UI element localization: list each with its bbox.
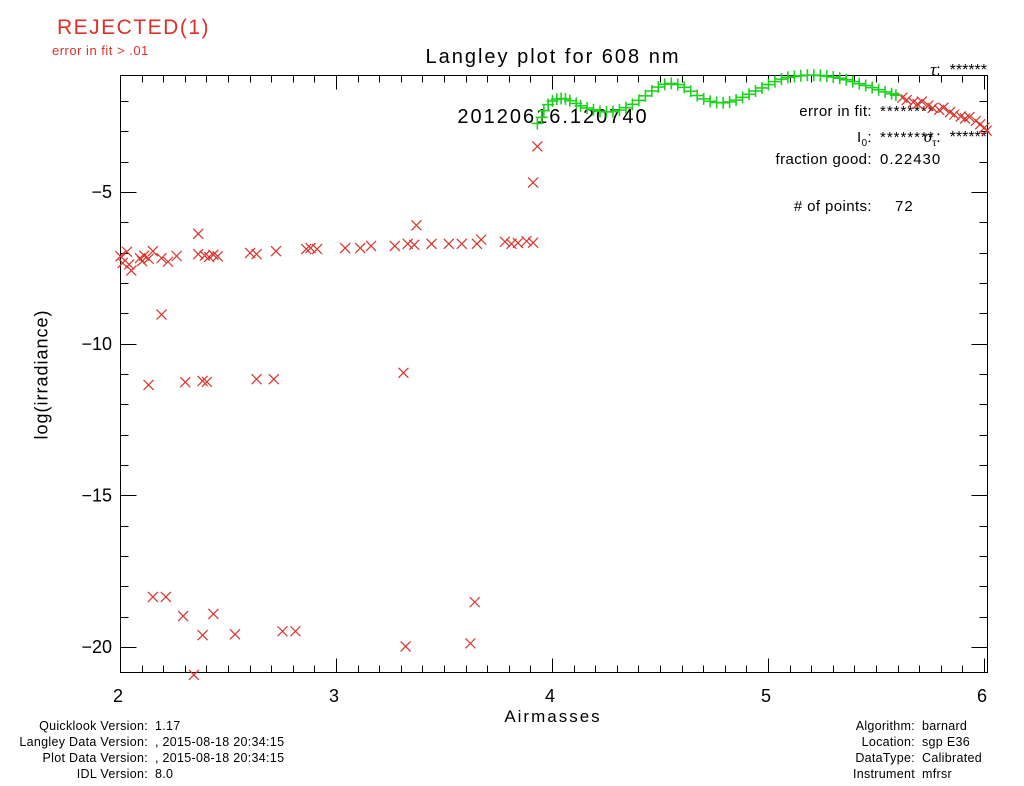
- sigma-symbol: σ: [923, 127, 933, 146]
- rejected-reason-label: error in fit > .01: [52, 43, 149, 58]
- instrument-label: Instrument: [852, 767, 915, 781]
- algorithm-value: barnard: [922, 719, 968, 733]
- quicklook-version-label: Quicklook Version:: [39, 719, 148, 733]
- svg-text:−10: −10: [81, 334, 112, 354]
- datatype-row: DataType: Calibrated: [0, 750, 1024, 766]
- plot-title: Langley plot for 608 nm 20120616.120740: [253, 10, 853, 165]
- idl-version-row: IDL Version: 8.0: [0, 766, 1024, 782]
- sigma-tau-row: στ: ******: [924, 126, 987, 155]
- sigma-tau-value: ******: [949, 129, 987, 146]
- svg-text:−15: −15: [81, 485, 112, 505]
- algorithm-row: Algorithm: barnard: [0, 718, 1024, 734]
- i0-label: I0:: [857, 129, 872, 149]
- quicklook-version-value: 1.17: [155, 719, 181, 733]
- rejected-points-series: [115, 92, 993, 681]
- algorithm-label: Algorithm:: [855, 719, 915, 733]
- tau-value: ******: [949, 62, 987, 79]
- svg-text:−20: −20: [81, 637, 112, 657]
- svg-text:6: 6: [977, 686, 987, 706]
- y-axis-title: log(irradiance): [31, 309, 52, 440]
- langley-data-version-row: Langley Data Version: , 2015-08-18 20:34…: [0, 734, 1024, 750]
- tau-symbol: τ: [930, 60, 937, 79]
- instrument-value: mfrsr: [922, 767, 952, 781]
- plot-data-version-row: Plot Data Version: , 2015-08-18 20:34:15: [0, 750, 1024, 766]
- plot-title-line2: 20120616.120740: [457, 106, 649, 128]
- instrument-row: Instrument mfrsr: [0, 766, 1024, 782]
- num-points-value: 72: [895, 198, 914, 215]
- svg-text:5: 5: [761, 686, 771, 706]
- location-label: Location:: [861, 735, 915, 749]
- quicklook-version-row: Quicklook Version: 1.17: [0, 718, 1024, 734]
- idl-version-label: IDL Version:: [76, 767, 148, 781]
- svg-text:2: 2: [113, 686, 123, 706]
- x-axis-title: Airmasses: [504, 707, 602, 726]
- location-row: Location: sgp E36: [0, 734, 1024, 750]
- plot-title-line1: Langley plot for 608 nm: [425, 46, 681, 68]
- datatype-label: DataType:: [855, 751, 915, 765]
- svg-text:3: 3: [329, 686, 339, 706]
- y-tick-labels: −5−10−15−20: [81, 182, 112, 657]
- svg-text:4: 4: [545, 686, 555, 706]
- i0-label-colon: :: [867, 129, 872, 146]
- sigma-colon: :: [936, 129, 950, 146]
- plot-data-version-label: Plot Data Version:: [42, 751, 148, 765]
- langley-data-version-label: Langley Data Version:: [19, 735, 148, 749]
- rejected-status-label: REJECTED(1): [57, 16, 211, 39]
- tau-colon: :: [936, 62, 950, 79]
- num-points-row: # of points: 72: [0, 198, 1024, 216]
- tau-row: τ: ******: [924, 59, 987, 82]
- y-axis-ticks: [120, 101, 988, 648]
- idl-version-value: 8.0: [155, 767, 174, 781]
- x-tick-labels: 2 3 4 5 6: [113, 686, 987, 706]
- langley-data-version-value: , 2015-08-18 20:34:15: [155, 735, 285, 749]
- num-points-label: # of points:: [793, 198, 872, 215]
- location-value: sgp E36: [922, 735, 970, 749]
- datatype-value: Calibrated: [922, 751, 982, 765]
- plot-data-version-value: , 2015-08-18 20:34:15: [155, 751, 285, 765]
- tau-stats-block: τ: ****** στ: ******: [924, 15, 987, 199]
